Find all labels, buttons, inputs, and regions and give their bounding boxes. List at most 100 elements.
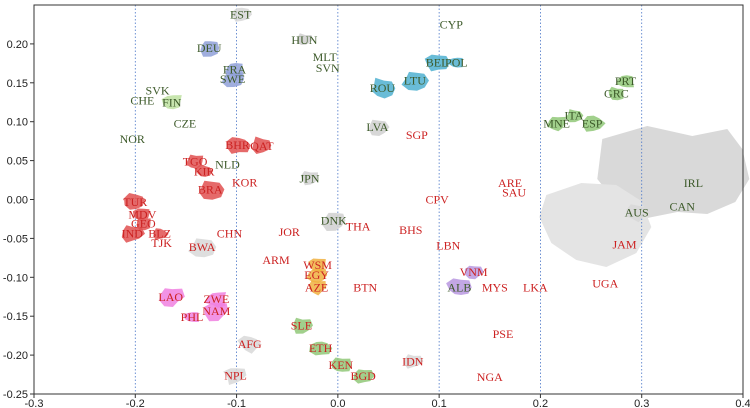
country-shape-lao: [159, 288, 185, 307]
country-shape-bel: [424, 54, 451, 72]
country-shape-bra: [199, 180, 225, 200]
point-label-nam: NAM: [202, 304, 230, 318]
point-label-lva: LVA: [366, 120, 388, 134]
country-shape-lva: [369, 119, 390, 136]
point-label-ken: KEN: [329, 358, 354, 372]
point-label-bhr: BHR: [225, 138, 250, 152]
point-label-svn: SVN: [316, 61, 340, 75]
country-shape-mdv: [132, 208, 150, 220]
x-tick-label: -0.1: [227, 398, 246, 408]
y-tick-label: 0.05: [7, 156, 28, 168]
country-shape-prt: [616, 75, 634, 88]
point-label-nld: NLD: [215, 157, 240, 171]
point-label-cpv: CPV: [425, 193, 449, 207]
y-tick-label: -0.25: [3, 389, 28, 401]
country-shape-fin: [161, 95, 182, 110]
x-tick-label: -0.3: [25, 398, 44, 408]
country-shape-grc: [608, 86, 624, 101]
country-shape-egy: [306, 268, 328, 283]
country-shape-ltu: [401, 71, 429, 91]
point-label-mlt: MLT: [313, 50, 338, 64]
country-shape-est: [232, 7, 253, 22]
country-shape-ken: [331, 357, 352, 372]
point-label-tjk: TJK: [151, 236, 172, 250]
point-label-jpn: JPN: [299, 171, 319, 185]
point-label-tur: TUR: [123, 195, 147, 209]
point-label-tha: THA: [346, 220, 371, 234]
point-label-grc: GRC: [604, 87, 629, 101]
point-label-deu: DEU: [197, 41, 222, 55]
point-label-lao: LAO: [158, 290, 183, 304]
x-tick-label: -0.2: [126, 398, 145, 408]
point-label-fra: FRA: [223, 63, 247, 77]
point-label-mdv: MDV: [128, 207, 156, 221]
country-shape-kir: [195, 165, 213, 177]
point-label-bwa: BWA: [189, 240, 216, 254]
point-label-bgd: BGD: [351, 369, 377, 383]
y-tick-label: -0.05: [3, 233, 28, 245]
point-label-npl: NPL: [224, 368, 247, 382]
point-label-fin: FIN: [162, 95, 182, 109]
point-label-arm: ARM: [262, 253, 290, 267]
point-label-kir: KIR: [194, 164, 215, 178]
point-label-aze: AZE: [305, 280, 328, 294]
point-label-vnm: VNM: [460, 265, 488, 279]
country-shape-hun: [297, 33, 313, 45]
point-label-cyp: CYP: [440, 17, 464, 31]
country-shape-eth: [309, 341, 333, 356]
country-shape-deu: [200, 41, 220, 57]
y-tick-label: -0.15: [3, 311, 28, 323]
point-label-lka: LKA: [523, 280, 548, 294]
country-shape-ind: [121, 225, 145, 243]
point-label-blz: BLZ: [148, 227, 171, 241]
point-label-eth: ETH: [309, 341, 333, 355]
point-label-bra: BRA: [198, 182, 223, 196]
point-label-prt: PRT: [615, 74, 637, 88]
point-label-mys: MYS: [482, 280, 508, 294]
country-shape-aus: [625, 204, 649, 223]
point-label-jor: JOR: [279, 225, 300, 239]
point-label-rou: ROU: [370, 81, 396, 95]
country-shape-afg: [237, 335, 262, 354]
country-shape-phl: [183, 312, 199, 322]
country-shape-qat: [252, 136, 272, 154]
y-tick-label: 0.20: [7, 39, 28, 51]
point-label-kor: KOR: [232, 175, 257, 189]
point-label-che: CHE: [130, 94, 154, 108]
point-label-sgp: SGP: [406, 128, 428, 142]
point-label-are: ARE: [498, 176, 522, 190]
point-label-jam: JAM: [612, 238, 636, 252]
point-label-ltu: LTU: [404, 73, 427, 87]
point-label-svk: SVK: [146, 84, 170, 98]
point-label-bhs: BHS: [399, 223, 422, 237]
country-shape-ita: [565, 109, 584, 123]
point-label-dnk: DNK: [321, 214, 347, 228]
country-shape-tgo: [185, 154, 204, 169]
country-shape-can: [674, 200, 690, 212]
australia-shape: [539, 183, 652, 268]
country-shape-rou: [372, 77, 396, 99]
country-shape-blz: [153, 228, 169, 240]
point-label-sau: SAU: [502, 185, 526, 199]
country-shape-mne: [547, 116, 566, 132]
point-label-idn: IDN: [402, 354, 424, 368]
x-tick-label: 0.0: [330, 398, 345, 408]
point-label-zwe: ZWE: [203, 292, 229, 306]
x-tick-label: 0.3: [634, 398, 649, 408]
point-label-esp: ESP: [582, 116, 603, 130]
country-shape-dnk: [321, 212, 346, 231]
point-label-cze: CZE: [174, 116, 197, 130]
point-label-bel: BEL: [426, 56, 449, 70]
country-shape-swe: [221, 71, 245, 88]
x-tick-label: 0.1: [431, 398, 446, 408]
country-shape-jpn: [300, 171, 318, 186]
point-label-swe: SWE: [220, 72, 245, 86]
y-tick-label: 0.15: [7, 78, 28, 90]
background-shapes-layer: [539, 125, 750, 268]
point-label-btn: BTN: [353, 280, 377, 294]
country-shape-esp: [582, 115, 606, 132]
country-shape-sle: [293, 317, 313, 334]
point-label-ind: IND: [122, 227, 144, 241]
point-label-sle: SLE: [291, 319, 312, 333]
